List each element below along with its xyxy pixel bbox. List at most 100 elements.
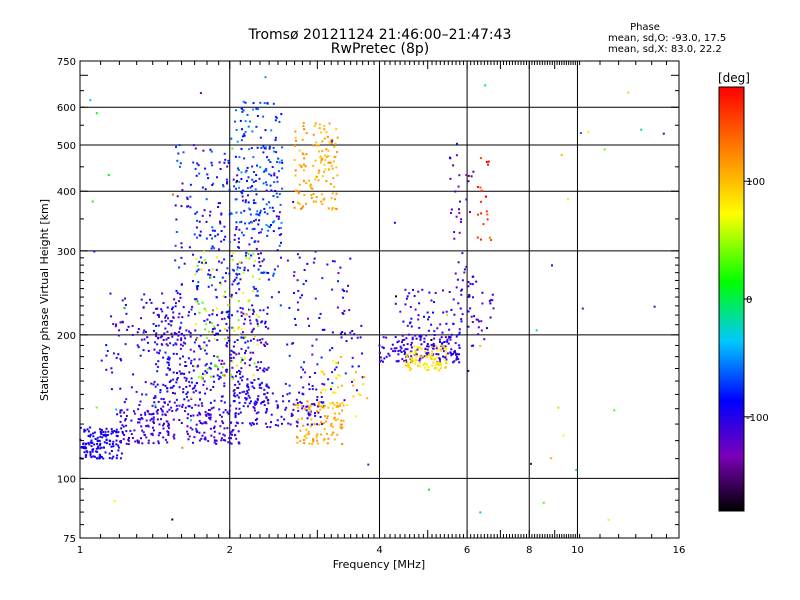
data-point — [171, 386, 174, 389]
data-point — [305, 405, 308, 408]
data-point — [251, 165, 254, 168]
data-point — [243, 266, 246, 269]
data-point — [449, 336, 452, 339]
data-point — [186, 198, 189, 200]
data-point — [192, 144, 195, 147]
data-point — [216, 324, 219, 327]
data-point — [198, 431, 201, 434]
data-point — [160, 418, 162, 421]
data-point — [404, 361, 407, 364]
data-point — [327, 437, 330, 440]
data-point — [144, 413, 147, 416]
data-point — [170, 406, 173, 409]
data-point — [467, 180, 470, 183]
data-point — [562, 434, 565, 437]
data-point — [208, 366, 211, 369]
data-point — [175, 353, 178, 355]
data-point — [465, 265, 468, 268]
data-point — [173, 433, 176, 436]
data-point — [231, 147, 234, 150]
data-point — [232, 345, 235, 348]
data-point — [221, 395, 224, 398]
data-point — [305, 433, 308, 436]
data-point — [152, 418, 155, 421]
data-point — [235, 187, 237, 190]
data-point — [316, 396, 319, 399]
data-point — [195, 338, 198, 341]
data-point — [233, 394, 235, 397]
data-point — [166, 441, 169, 444]
data-point — [321, 140, 324, 143]
data-point — [196, 211, 198, 214]
data-point — [279, 203, 282, 206]
data-point — [238, 261, 241, 264]
data-point — [335, 377, 338, 380]
data-point — [318, 401, 320, 404]
data-point — [443, 350, 445, 353]
data-point — [550, 457, 553, 460]
data-point — [326, 263, 329, 266]
data-point — [168, 364, 170, 367]
data-point — [210, 407, 213, 410]
data-point — [445, 348, 448, 351]
data-point — [339, 403, 342, 406]
data-point — [471, 283, 474, 286]
data-point — [406, 356, 409, 359]
data-point — [180, 283, 183, 286]
data-point — [227, 313, 230, 316]
data-point — [331, 331, 334, 334]
data-point — [530, 462, 532, 465]
data-point — [302, 122, 305, 124]
data-point — [163, 332, 166, 335]
data-point — [181, 189, 184, 192]
data-point — [355, 389, 358, 392]
data-point — [289, 423, 292, 426]
data-point — [87, 435, 90, 437]
data-point — [178, 165, 181, 168]
data-point — [121, 432, 124, 435]
data-point — [253, 362, 256, 365]
data-point — [428, 488, 430, 491]
data-point — [226, 427, 229, 430]
data-point — [486, 218, 489, 221]
data-point — [271, 392, 274, 395]
data-point — [179, 347, 182, 350]
data-point — [148, 413, 151, 416]
data-point — [205, 344, 208, 347]
data-point — [433, 330, 436, 333]
data-point — [450, 352, 453, 355]
data-point — [194, 329, 197, 332]
data-point — [275, 151, 278, 154]
data-point — [185, 365, 188, 367]
data-point — [328, 349, 331, 352]
data-point — [307, 413, 310, 415]
data-point — [89, 426, 92, 429]
data-point — [179, 162, 182, 165]
data-point — [288, 384, 291, 387]
data-point — [191, 305, 194, 308]
data-point — [110, 367, 113, 370]
data-point — [239, 267, 242, 269]
data-point — [244, 401, 247, 404]
data-point — [246, 187, 249, 189]
data-point — [430, 358, 433, 360]
data-point — [328, 122, 331, 125]
data-point — [165, 420, 168, 423]
x-tick-label: 1 — [77, 545, 83, 556]
data-point — [204, 328, 207, 331]
data-point — [210, 427, 212, 430]
data-point — [338, 404, 341, 407]
data-point — [211, 330, 214, 333]
data-point — [435, 367, 438, 370]
data-point — [399, 310, 402, 313]
data-point — [205, 237, 208, 240]
data-point — [242, 291, 245, 294]
data-point — [467, 325, 470, 328]
data-point — [166, 390, 169, 393]
data-point — [432, 347, 435, 350]
data-point — [99, 447, 102, 450]
data-point — [306, 262, 309, 265]
data-point — [330, 388, 332, 391]
data-point — [188, 405, 191, 408]
data-point — [177, 334, 180, 337]
